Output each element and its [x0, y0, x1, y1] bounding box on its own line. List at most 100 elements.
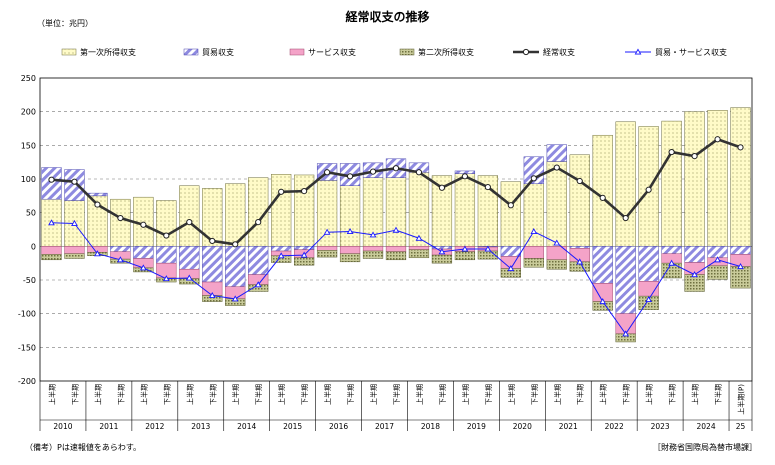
bar-services-balance — [523, 246, 544, 259]
bar-secondary-income — [523, 258, 544, 268]
x-half-label: 上半期 — [691, 384, 700, 405]
point-current-account — [553, 164, 560, 171]
x-half-label: 下半期 — [438, 384, 447, 405]
bar-primary-income — [569, 154, 590, 247]
bar-trade-balance — [110, 246, 131, 252]
bar-secondary-income — [316, 250, 338, 258]
point-current-account — [323, 169, 331, 176]
x-year-label: 2024 — [697, 422, 716, 431]
x-half-label: 上半期 — [231, 384, 240, 405]
bar-primary-income — [202, 188, 223, 247]
plot-frame — [39, 77, 753, 382]
point-trade-services — [139, 264, 147, 271]
point-trade-services — [415, 234, 423, 241]
x-half-label: 上半期 — [93, 384, 102, 405]
x-year-label: 2021 — [559, 422, 578, 431]
point-trade-services — [599, 298, 607, 305]
bar-services-balance — [385, 246, 407, 252]
y-tick-label: -200 — [18, 377, 36, 386]
bar-trade-balance — [661, 246, 682, 254]
bar-primary-income — [271, 174, 292, 247]
point-trade-services — [369, 231, 377, 238]
bar-secondary-income — [454, 251, 476, 261]
point-trade-services — [323, 228, 331, 235]
point-current-account — [369, 168, 377, 175]
bar-secondary-income — [546, 259, 567, 270]
bar-primary-income — [179, 185, 200, 247]
x-half-label: 上半期 — [507, 384, 516, 405]
point-trade-services — [392, 226, 400, 233]
legend-swatch — [61, 48, 77, 56]
point-trade-services — [300, 251, 308, 258]
point-trade-services — [714, 256, 721, 263]
x-half-label: 下半期 — [208, 384, 217, 405]
bar-secondary-income — [385, 251, 407, 261]
bar-trade-balance — [41, 167, 62, 200]
x-half-label: 上半期 — [185, 384, 194, 405]
point-current-account — [737, 144, 744, 151]
point-trade-services — [553, 239, 561, 246]
legend-label: 第二次所得収支 — [418, 47, 474, 57]
x-half-label: 上半期 — [139, 384, 148, 405]
bar-primary-income — [156, 200, 177, 247]
bar-trade-balance — [202, 246, 223, 283]
point-current-account — [576, 177, 583, 185]
point-trade-services — [117, 256, 124, 263]
y-tick-label: 0 — [31, 242, 36, 251]
x-half-label: 下半期 — [714, 384, 723, 405]
y-tick-label: 250 — [21, 74, 36, 83]
unit-label: （単位：兆円） — [37, 19, 93, 28]
x-half-label: 上半期 — [645, 384, 654, 405]
legend-marker — [634, 48, 642, 55]
x-half-label: 上半期(P) — [737, 384, 746, 415]
x-half-label: 上半期 — [461, 384, 470, 405]
x-half-label: 下半期 — [576, 384, 585, 405]
bar-primary-income — [707, 110, 728, 247]
point-trade-services — [208, 291, 216, 299]
bar-services-balance — [339, 246, 361, 254]
point-current-account — [714, 136, 721, 143]
y-tick-label: 50 — [26, 209, 36, 218]
bar-trade-balance — [179, 246, 200, 270]
x-year-label: 2015 — [283, 422, 302, 431]
source-credit: ［財務省国際局為替市場課］ — [653, 443, 757, 452]
point-trade-services — [484, 245, 492, 252]
point-current-account — [255, 218, 262, 226]
point-current-account — [278, 188, 285, 195]
point-trade-services — [668, 259, 675, 266]
bar-secondary-income — [431, 254, 453, 264]
y-tick-label: -50 — [23, 276, 36, 285]
point-trade-services — [622, 330, 630, 337]
bar-secondary-income — [707, 265, 728, 280]
x-half-label: 上半期 — [277, 384, 286, 405]
bar-services-balance — [41, 246, 62, 255]
point-trade-services — [94, 250, 101, 257]
point-current-account — [346, 173, 354, 180]
bar-trade-balance — [592, 246, 613, 284]
x-half-label: 上半期 — [553, 384, 562, 405]
bar-trade-balance — [248, 246, 269, 275]
y-tick-label: -150 — [18, 343, 36, 352]
point-current-account — [392, 165, 400, 172]
point-current-account — [186, 218, 193, 226]
x-year-label: 2012 — [145, 422, 164, 431]
point-current-account — [691, 153, 698, 160]
bar-trade-balance — [156, 246, 177, 264]
point-trade-services — [530, 227, 538, 235]
point-current-account — [301, 188, 308, 195]
point-trade-services — [71, 219, 78, 226]
x-half-label: 下半期 — [530, 384, 539, 405]
bar-primary-income — [110, 198, 131, 247]
point-trade-services — [461, 245, 469, 252]
axes-layer: -200 -150 -100 -50 0 50 100 150 200 250 上半期 下半期 上半期 下… — [18, 74, 753, 431]
point-current-account — [117, 214, 124, 222]
bar-primary-income — [730, 107, 751, 247]
bar-secondary-income — [362, 250, 384, 259]
bar-trade-balance — [615, 246, 636, 314]
legend-label: サービス収支 — [308, 47, 356, 57]
x-half-label: 下半期 — [346, 384, 355, 405]
y-tick-label: 150 — [21, 141, 36, 150]
x-half-label: 下半期 — [622, 384, 631, 405]
legend-label: 貿易収支 — [202, 47, 234, 57]
